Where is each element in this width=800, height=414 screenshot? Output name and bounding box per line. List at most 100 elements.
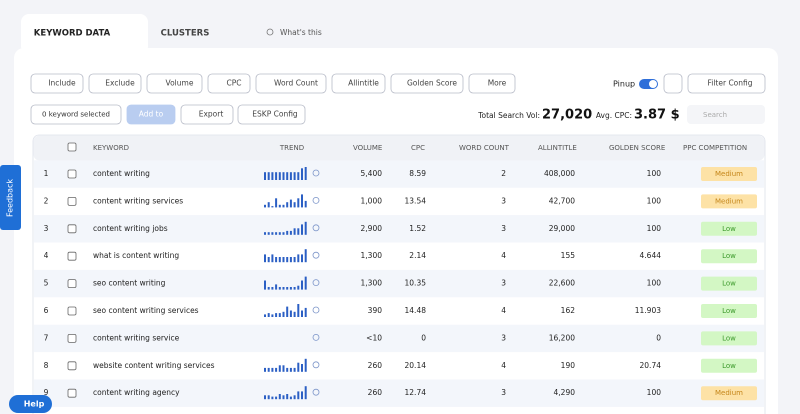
- trend-bar: [271, 287, 274, 290]
- trend-bar: [289, 367, 292, 372]
- row-checkbox[interactable]: [67, 388, 77, 398]
- trend-bar: [264, 367, 266, 372]
- trend-search[interactable]: [312, 196, 320, 204]
- filter-button[interactable]: [146, 73, 203, 94]
- cell: 1: [44, 169, 49, 178]
- trend-bar: [297, 198, 300, 208]
- trend-bar: [264, 254, 266, 263]
- cell: 2: [44, 196, 49, 205]
- filter-button[interactable]: [30, 73, 84, 94]
- trend-search[interactable]: [312, 251, 320, 259]
- cell: 3: [501, 196, 506, 205]
- filter-button[interactable]: [88, 73, 142, 94]
- ppc-label: Low: [722, 307, 736, 315]
- trend-bar: [282, 365, 285, 372]
- cell: 11.903: [635, 306, 661, 315]
- row-checkbox[interactable]: [67, 224, 77, 234]
- row-checkbox[interactable]: [67, 279, 77, 289]
- add-to-button[interactable]: [126, 104, 176, 125]
- trend-search[interactable]: [312, 306, 320, 314]
- trend-bar: [301, 224, 303, 235]
- trend-bar: [271, 367, 274, 372]
- trend-bar: [304, 358, 307, 372]
- trend-bar: [301, 391, 303, 400]
- trend-bar: [301, 280, 303, 290]
- cell: 3: [501, 333, 506, 342]
- trend-search[interactable]: [312, 361, 320, 369]
- cell: 7: [44, 333, 49, 342]
- filter-button-label: CPC: [227, 79, 242, 88]
- cell: 8.59: [409, 169, 426, 178]
- cell: content writing: [93, 169, 150, 178]
- help-button[interactable]: [9, 395, 52, 413]
- header-checkbox[interactable]: [67, 142, 77, 152]
- trend-bar: [282, 311, 285, 317]
- export-button[interactable]: [180, 104, 234, 125]
- tab-active[interactable]: [21, 14, 148, 54]
- filter-button[interactable]: [390, 73, 464, 94]
- trend-search[interactable]: [312, 279, 320, 287]
- filter-button-label: Golden Score: [407, 79, 457, 88]
- cell: content writing agency: [93, 388, 180, 397]
- ppc-label: Low: [722, 225, 736, 233]
- total-label: Total Search Vol:: [477, 111, 540, 120]
- trend-bar: [289, 257, 292, 263]
- cell: 5,400: [361, 169, 383, 178]
- trend-search[interactable]: [312, 169, 320, 177]
- info-icon: [266, 28, 274, 36]
- trend-bar: [301, 254, 303, 263]
- trend-bar: [271, 254, 274, 263]
- cell: 2: [501, 169, 506, 178]
- view-button[interactable]: [663, 73, 683, 94]
- column-header: PPC COMPETITION: [683, 144, 747, 152]
- filter-config[interactable]: [687, 73, 766, 94]
- trend-bar: [278, 257, 281, 263]
- trend-bar: [304, 249, 307, 263]
- trend-bar: [275, 257, 278, 263]
- trend-bar: [267, 395, 270, 400]
- cell: 3: [501, 388, 506, 397]
- eskp-button[interactable]: [237, 104, 306, 125]
- search-box[interactable]: [687, 105, 765, 124]
- filter-button[interactable]: [331, 73, 386, 94]
- row-checkbox[interactable]: [67, 306, 77, 316]
- cell: 16,200: [549, 333, 575, 342]
- trend-bar: [264, 232, 266, 235]
- trend-bar: [264, 395, 266, 400]
- filter-button-label: Include: [48, 79, 76, 88]
- cell: 13.54: [405, 196, 427, 205]
- trend-search[interactable]: [312, 224, 320, 232]
- selection-box[interactable]: [30, 104, 122, 125]
- cell: 5: [44, 279, 49, 288]
- row-checkbox[interactable]: [67, 169, 77, 179]
- cell: 42,700: [549, 196, 575, 205]
- row-checkbox[interactable]: [67, 333, 77, 343]
- filter-button[interactable]: [255, 73, 327, 94]
- filter-button[interactable]: [207, 73, 251, 94]
- trend-search[interactable]: [312, 388, 320, 396]
- trend-bar: [275, 396, 278, 400]
- tab: KEYWORD DATA: [34, 29, 111, 39]
- trend-bar: [286, 202, 289, 208]
- row-checkbox[interactable]: [67, 251, 77, 261]
- row-checkbox[interactable]: [67, 361, 77, 371]
- column-header: WORD COUNT: [459, 144, 510, 152]
- cell: 14.48: [405, 306, 427, 315]
- ppc-badge: [701, 221, 757, 236]
- filter-button[interactable]: [468, 73, 516, 94]
- filter-button-label: Exclude: [105, 79, 135, 88]
- ppc-label: Low: [722, 252, 736, 260]
- trend-bar: [289, 172, 292, 180]
- filter-button-label: Allintitle: [348, 79, 379, 88]
- trend-bar: [278, 232, 281, 235]
- row-checkbox[interactable]: [67, 196, 77, 206]
- search-placeholder: Search: [703, 111, 727, 119]
- cell: 162: [561, 306, 576, 315]
- eskp-button-label: ESKP Config: [252, 110, 298, 119]
- feedback-tab[interactable]: [0, 165, 21, 230]
- ppc-badge: [701, 358, 757, 373]
- ppc-label: Low: [722, 362, 736, 370]
- trend-bar: [293, 202, 296, 208]
- trend-search[interactable]: [312, 333, 320, 341]
- trend-bar: [275, 172, 278, 180]
